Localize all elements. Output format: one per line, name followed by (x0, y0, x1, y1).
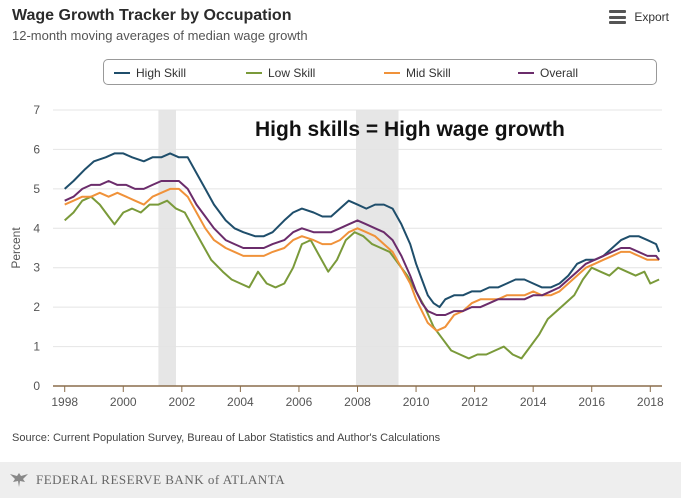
footer: FEDERAL RESERVE BANK of ATLANTA (0, 462, 681, 498)
recession-band-0 (158, 110, 176, 386)
y-axis-label: Percent (9, 227, 23, 269)
source-note: Source: Current Population Survey, Burea… (12, 432, 441, 444)
legend-label-high-skill: High Skill (136, 66, 187, 80)
x-tick-label: 2000 (110, 395, 137, 409)
series-line-high-skill[interactable] (64, 152, 661, 309)
legend-swatch-mid-skill (384, 72, 400, 74)
legend-swatch-high-skill (114, 72, 130, 74)
y-tick-label: 4 (33, 221, 40, 235)
line-chart: 0 1 2 3 4 5 6 7 1998 2000 2002 2004 2006 2008 2010 201… (9, 103, 664, 409)
legend-label-mid-skill: Mid Skill (406, 66, 451, 80)
x-tick-label: 2018 (637, 395, 664, 409)
x-tick-label: 2016 (578, 395, 605, 409)
x-tick-label: 2010 (403, 395, 430, 409)
legend-label-low-skill: Low Skill (268, 66, 316, 80)
series-lines (64, 152, 661, 360)
x-axis-ticks: 1998 2000 2002 2004 2006 2008 2010 2012 2014 2016… (51, 386, 664, 409)
y-tick-label: 0 (33, 379, 40, 393)
export-button[interactable]: Export (609, 10, 669, 24)
x-tick-label: 2004 (227, 395, 254, 409)
x-tick-label: 2002 (168, 395, 195, 409)
y-tick-label: 1 (33, 340, 40, 354)
footer-logo[interactable]: FEDERAL RESERVE BANK of ATLANTA (8, 470, 285, 490)
recession-bands (158, 110, 399, 386)
eagle-icon (10, 473, 28, 487)
legend-swatch-overall (518, 72, 534, 74)
x-tick-label: 2014 (520, 395, 547, 409)
legend-label-overall: Overall (540, 66, 579, 80)
legend-item-high-skill[interactable]: High Skill (114, 66, 186, 80)
y-tick-label: 2 (33, 300, 40, 314)
y-tick-label: 5 (33, 182, 40, 196)
export-label: Export (634, 10, 669, 24)
y-tick-label: 3 (33, 261, 40, 275)
x-tick-label: 1998 (51, 395, 78, 409)
footer-text: FEDERAL RESERVE BANK of ATLANTA (36, 472, 286, 487)
y-tick-label: 6 (33, 142, 40, 156)
x-tick-label: 2012 (461, 395, 488, 409)
x-tick-label: 2006 (286, 395, 313, 409)
legend-item-overall[interactable]: Overall (518, 66, 578, 80)
menu-icon (609, 10, 627, 24)
y-tick-label: 7 (33, 103, 40, 117)
series-line-overall[interactable] (64, 180, 660, 316)
series-line-mid-skill[interactable] (64, 187, 660, 332)
legend-item-low-skill[interactable]: Low Skill (246, 66, 315, 80)
legend-swatch-low-skill (246, 72, 262, 74)
y-axis-ticks: 0 1 2 3 4 5 6 7 (33, 103, 40, 393)
chart-annotation: High skills = High wage growth (255, 118, 565, 141)
chart-title: Wage Growth Tracker by Occupation (12, 7, 292, 24)
series-line-low-skill[interactable] (64, 195, 660, 360)
legend-item-mid-skill[interactable]: Mid Skill (384, 66, 451, 80)
legend: High Skill Low Skill Mid Skill Overall (103, 59, 657, 85)
chart-subtitle: 12-month moving averages of median wage … (12, 28, 308, 43)
x-tick-label: 2008 (344, 395, 371, 409)
recession-band-1 (356, 110, 399, 386)
